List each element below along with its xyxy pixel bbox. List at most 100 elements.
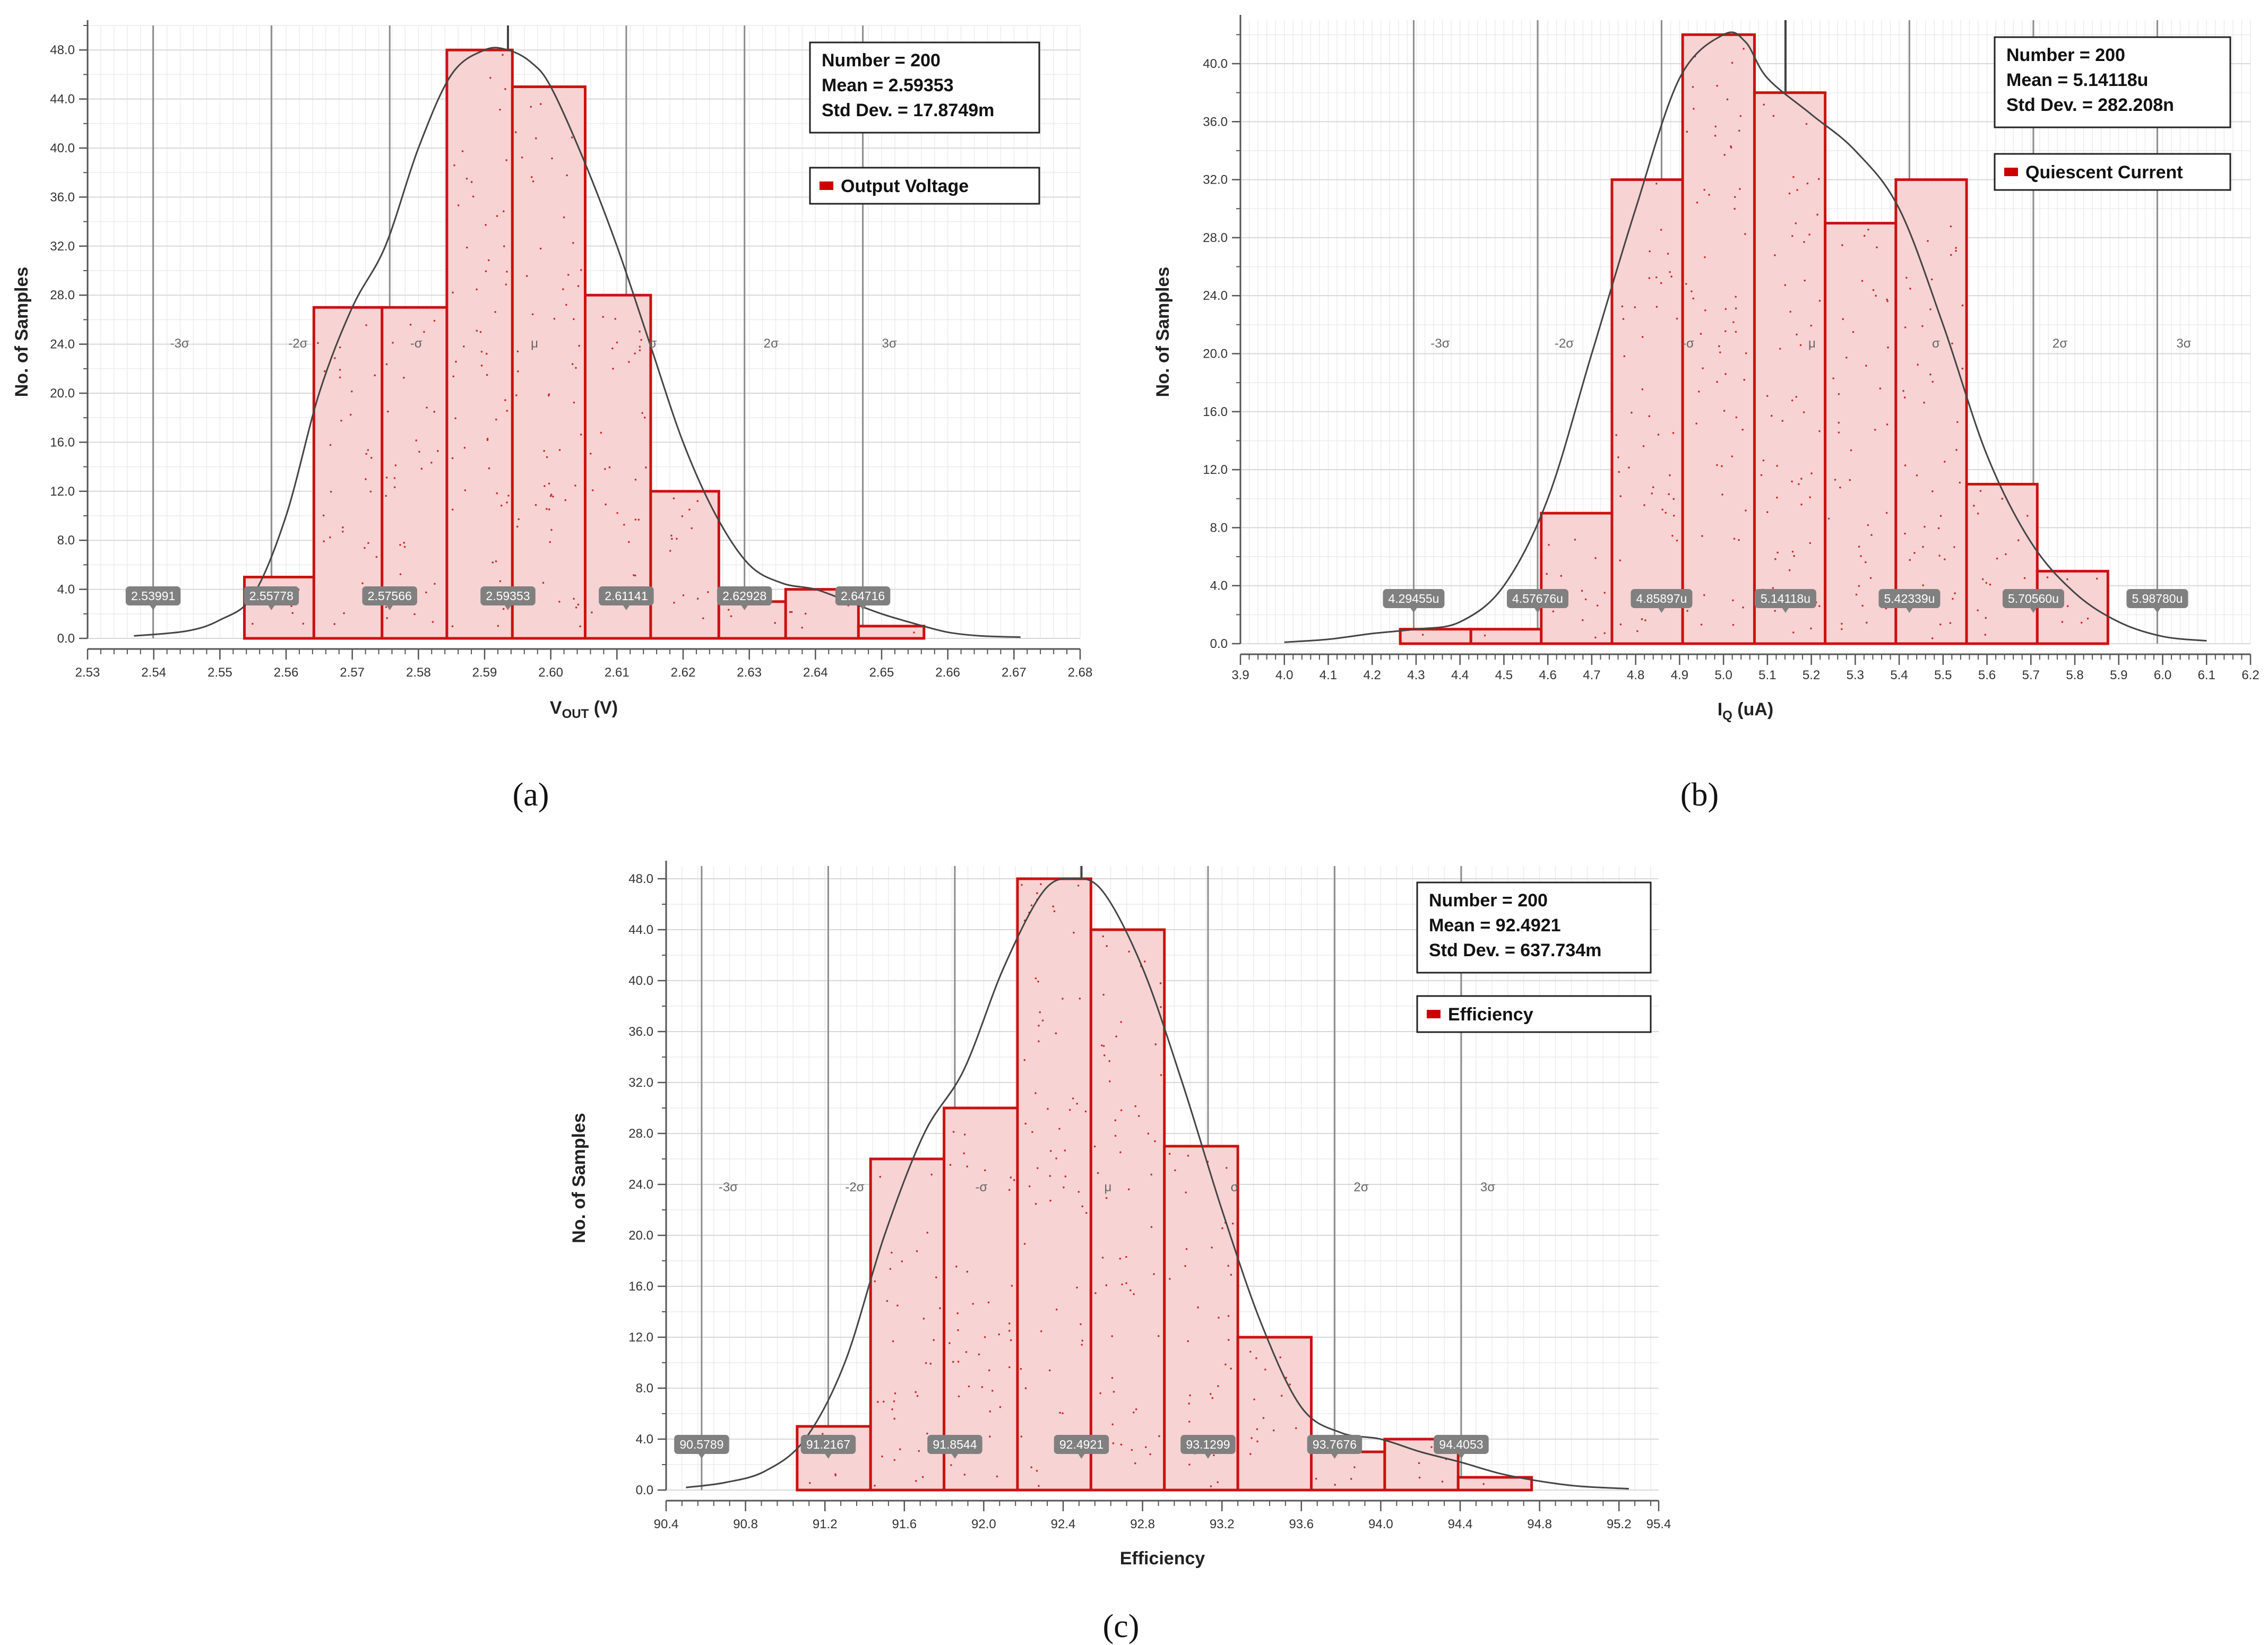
bar-dot — [1702, 367, 1704, 369]
bar-dot — [472, 195, 475, 198]
bar-dot — [1129, 1289, 1132, 1292]
bar-dot — [1013, 1179, 1015, 1181]
bar-dot — [1861, 280, 1864, 282]
bar-dot — [504, 399, 506, 401]
bar-dot — [891, 1408, 893, 1410]
y-tick-label: 16.0 — [628, 1279, 653, 1294]
stats-line: Std Dev. = 17.8749m — [822, 100, 994, 120]
bar-dot — [1676, 539, 1678, 542]
y-tick-label: 4.0 — [1210, 579, 1228, 593]
bar-dot — [491, 561, 494, 564]
bar-dot — [1886, 300, 1889, 302]
x-tick-label: 5.5 — [1934, 668, 1952, 682]
bar-dot — [1077, 885, 1080, 887]
bar-dot — [454, 417, 457, 420]
bar-dot — [1034, 1202, 1037, 1205]
bar-dot — [1068, 1109, 1071, 1111]
value-marker-pointer — [1458, 1454, 1464, 1459]
x-tick-label: 2.56 — [274, 665, 299, 680]
bar-dot — [600, 431, 602, 434]
bar-dot — [2026, 515, 2029, 517]
bar-dot — [1081, 1344, 1083, 1346]
bar-dot — [929, 1363, 932, 1365]
y-tick-label: 24.0 — [1203, 289, 1228, 303]
bar-dot — [1943, 461, 1946, 463]
bar-dot — [602, 316, 605, 318]
bar-dot — [1184, 1265, 1186, 1267]
bar-dot — [1818, 430, 1821, 432]
bar-dot — [577, 603, 580, 606]
bar-dot — [987, 1301, 990, 1304]
bar-dot — [1285, 1376, 1287, 1379]
bar-dot — [1929, 308, 1931, 310]
bar-dot — [549, 495, 552, 497]
bar-dot — [1762, 459, 1765, 462]
bar-dot — [532, 180, 534, 183]
bar-dot — [1099, 1392, 1101, 1395]
x-axis-title-main: V — [550, 698, 562, 718]
bar-dot — [963, 1474, 966, 1476]
bar-dot — [1718, 345, 1720, 348]
y-tick-label: 36.0 — [50, 190, 75, 204]
x-tick-label: 4.1 — [1320, 668, 1337, 682]
bar-dot — [984, 1169, 986, 1172]
histogram-bar — [717, 600, 787, 640]
bar-dot — [485, 352, 488, 355]
x-tick-label: 90.4 — [654, 1517, 679, 1531]
bar-dot — [966, 1165, 968, 1168]
bar-dot — [1745, 352, 1747, 354]
bar-dot — [645, 466, 647, 469]
histogram-bar — [1753, 91, 1827, 645]
value-marker-label: 2.57566 — [368, 589, 412, 603]
bar-dot — [1008, 1189, 1011, 1191]
bar-dot — [1642, 445, 1645, 447]
bar-dot — [1700, 624, 1703, 626]
bar-dot — [1049, 1150, 1052, 1152]
bar-dot — [1038, 1040, 1040, 1043]
bar-dot — [2095, 577, 2098, 580]
bar-dot — [1641, 336, 1644, 338]
bar-dot — [696, 598, 699, 600]
bar-dot — [1114, 1135, 1117, 1137]
bar-dot — [589, 453, 592, 455]
bar-dot — [2080, 621, 2083, 624]
x-tick-label: 2.61 — [605, 665, 629, 680]
bar-dot — [1923, 401, 1925, 404]
axes: 3.9 4.0 4.1 4.2 4.3 4.4 4.5 4.6 4.7 4.8 4.9 5.0 5.1 5… — [1203, 15, 2260, 682]
bar-dot — [1902, 389, 1904, 392]
sigma-label: σ — [649, 336, 657, 351]
bar-dot — [1716, 464, 1718, 466]
bar-dot — [1134, 1462, 1136, 1465]
bar-dot — [387, 410, 389, 413]
bar-dot — [499, 108, 501, 111]
histogram-bar — [1540, 512, 1614, 645]
bar-dot — [1621, 305, 1624, 308]
value-marker-pointer — [505, 605, 512, 610]
x-tick-label: 6.1 — [2198, 668, 2215, 682]
sigma-label: μ — [1808, 336, 1816, 351]
bar-dot — [671, 538, 673, 540]
histogram-bar — [243, 576, 315, 640]
bar-dot — [634, 574, 636, 577]
bar-dot — [1792, 631, 1795, 634]
bar-dot — [1810, 324, 1813, 327]
x-tick-label: 4.4 — [1451, 668, 1469, 682]
bar-dot — [834, 1473, 837, 1475]
sigma-label: σ — [1932, 336, 1940, 351]
bar-dot — [789, 611, 791, 613]
bar-dot — [486, 439, 489, 441]
bar-dot — [1037, 980, 1039, 983]
bar-dot — [1147, 1132, 1150, 1135]
bar-dot — [476, 288, 478, 291]
bar-dot — [991, 1390, 994, 1392]
bar-dot — [1792, 176, 1795, 178]
bar-dot — [1100, 1044, 1103, 1046]
bar-dot — [505, 283, 507, 285]
y-tick-label: 8.0 — [1210, 521, 1228, 535]
bar-dot — [1227, 1339, 1230, 1341]
bar-dot — [1672, 514, 1675, 517]
histogram-bars — [243, 48, 926, 640]
bar-dot — [939, 1307, 941, 1310]
bar-dot — [413, 613, 416, 616]
